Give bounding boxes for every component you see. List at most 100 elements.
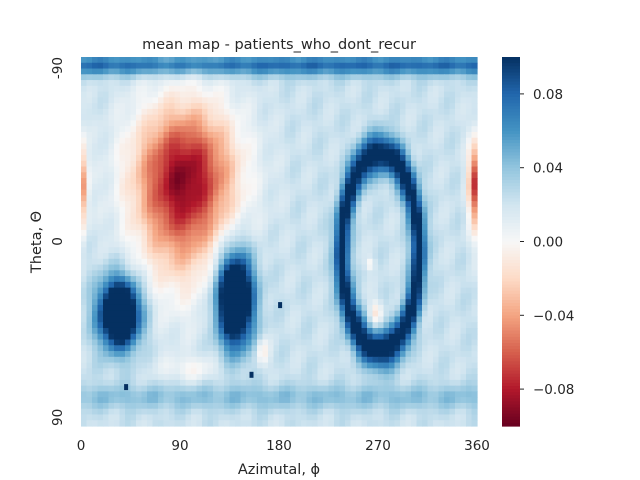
heatmap-cell bbox=[92, 345, 99, 352]
heatmap-cell bbox=[356, 80, 363, 87]
heatmap-cell bbox=[163, 183, 170, 191]
heatmap-cell bbox=[130, 264, 137, 271]
heatmap-cell bbox=[262, 391, 269, 398]
heatmap-cell bbox=[378, 374, 385, 381]
heatmap-cell bbox=[191, 408, 198, 416]
heatmap-cell bbox=[345, 351, 352, 358]
heatmap-cell bbox=[119, 178, 126, 185]
heatmap-cell bbox=[466, 218, 473, 225]
heatmap-cell bbox=[108, 379, 115, 387]
heatmap-cell bbox=[174, 62, 181, 70]
heatmap-cell bbox=[400, 229, 407, 237]
heatmap-cell bbox=[466, 103, 473, 110]
heatmap-cell bbox=[136, 362, 143, 369]
heatmap-cell bbox=[422, 345, 429, 352]
heatmap-cell bbox=[367, 374, 374, 381]
heatmap-cell bbox=[328, 80, 335, 87]
heatmap-cell bbox=[141, 235, 148, 243]
heatmap-cell bbox=[471, 178, 478, 185]
heatmap-cell bbox=[213, 356, 220, 364]
heatmap-cell bbox=[334, 253, 341, 260]
heatmap-cell bbox=[290, 385, 297, 393]
heatmap-cell bbox=[383, 385, 390, 393]
heatmap-cell bbox=[449, 57, 456, 64]
heatmap-cell bbox=[284, 80, 291, 87]
heatmap-cell bbox=[235, 229, 242, 237]
heatmap-cell bbox=[471, 310, 478, 318]
heatmap-cell bbox=[400, 351, 407, 358]
heatmap-cell bbox=[235, 414, 242, 421]
heatmap-cell bbox=[202, 137, 209, 145]
heatmap-cell bbox=[257, 339, 264, 346]
heatmap-cell bbox=[130, 195, 137, 202]
heatmap-cell bbox=[86, 379, 93, 387]
heatmap-cell bbox=[246, 397, 253, 404]
heatmap-cell bbox=[213, 201, 220, 208]
heatmap-cell bbox=[416, 420, 423, 427]
heatmap-cell bbox=[301, 218, 308, 225]
heatmap-cell bbox=[262, 408, 269, 416]
heatmap-cell bbox=[394, 166, 401, 173]
heatmap-cell bbox=[218, 270, 225, 277]
heatmap-cell bbox=[466, 270, 473, 277]
heatmap-cell bbox=[394, 80, 401, 87]
heatmap-cell bbox=[86, 195, 93, 202]
heatmap-cell bbox=[169, 91, 176, 98]
heatmap-cell bbox=[273, 80, 280, 87]
heatmap-cell bbox=[334, 206, 341, 214]
heatmap-cell bbox=[455, 258, 462, 266]
heatmap-cell bbox=[103, 212, 110, 220]
heatmap-cell bbox=[328, 264, 335, 271]
heatmap-cell bbox=[92, 356, 99, 364]
heatmap-cell bbox=[328, 172, 335, 179]
heatmap-cell bbox=[130, 149, 137, 156]
heatmap-cell bbox=[449, 114, 456, 122]
heatmap-cell bbox=[147, 316, 154, 323]
heatmap-cell bbox=[180, 327, 187, 335]
heatmap-cell bbox=[394, 316, 401, 323]
heatmap-cell bbox=[169, 97, 176, 104]
heatmap-cell bbox=[136, 397, 143, 404]
heatmap-cell bbox=[103, 195, 110, 202]
heatmap-cell bbox=[257, 351, 264, 358]
heatmap-cell bbox=[323, 143, 330, 150]
heatmap-cell bbox=[163, 178, 170, 185]
colorbar-segment bbox=[502, 284, 520, 289]
heatmap-cell bbox=[372, 178, 379, 185]
heatmap-cell bbox=[383, 408, 390, 416]
heatmap-cell bbox=[92, 420, 99, 427]
heatmap-cell bbox=[130, 241, 137, 248]
heatmap-cell bbox=[202, 368, 209, 375]
heatmap-cell bbox=[273, 68, 280, 75]
heatmap-cell bbox=[433, 172, 440, 179]
heatmap-cell bbox=[213, 103, 220, 110]
heatmap-cell bbox=[306, 397, 313, 404]
heatmap-cell bbox=[86, 97, 93, 104]
heatmap-cell bbox=[466, 91, 473, 98]
heatmap-cell bbox=[235, 218, 242, 225]
heatmap-cell bbox=[125, 212, 132, 220]
heatmap-cell bbox=[97, 235, 104, 243]
heatmap-cell bbox=[361, 374, 368, 381]
heatmap-cell bbox=[224, 74, 231, 81]
heatmap-cell bbox=[218, 68, 225, 75]
heatmap-cell bbox=[81, 172, 88, 179]
heatmap-cell bbox=[257, 218, 264, 225]
heatmap-cell bbox=[317, 379, 324, 387]
heatmap-cell bbox=[416, 391, 423, 398]
colorbar-tick-label: 0.00 bbox=[533, 235, 563, 251]
heatmap-cell bbox=[246, 241, 253, 248]
heatmap-cell bbox=[295, 414, 302, 421]
heatmap-cell bbox=[444, 287, 451, 294]
heatmap-cell bbox=[339, 68, 346, 75]
heatmap-cell bbox=[455, 97, 462, 104]
heatmap-cell bbox=[169, 149, 176, 156]
heatmap-cell bbox=[86, 149, 93, 156]
heatmap-cell bbox=[416, 85, 423, 93]
heatmap-cell bbox=[279, 247, 286, 254]
heatmap-cell bbox=[378, 155, 385, 162]
heatmap-cell bbox=[218, 229, 225, 237]
heatmap-cell bbox=[108, 137, 115, 145]
heatmap-cell bbox=[202, 160, 209, 168]
heatmap-cell bbox=[246, 85, 253, 93]
